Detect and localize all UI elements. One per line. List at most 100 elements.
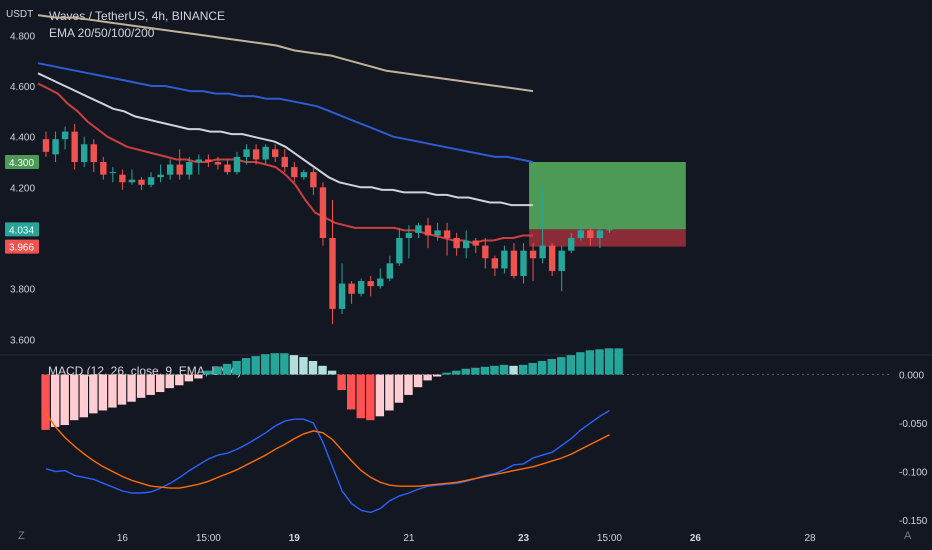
macd-tick-label: -0.150 <box>899 516 928 527</box>
time-tick-label: 21 <box>403 533 415 544</box>
candle-body <box>568 238 575 251</box>
candle-body <box>61 131 69 140</box>
candle-body <box>577 230 584 238</box>
price-label-last <box>5 222 39 237</box>
candle-body <box>300 172 308 178</box>
indicator-label[interactable]: EMA 20/50/100/200 <box>49 26 155 40</box>
macd-tick-label: -0.100 <box>899 468 928 479</box>
candle-body <box>415 225 422 233</box>
macd-histogram-bar <box>194 374 203 379</box>
candle-body <box>157 174 164 178</box>
price-tick-label: 3.800 <box>10 285 35 296</box>
auto-scale-icon[interactable]: A <box>904 530 912 542</box>
time-tick-label: 23 <box>518 533 530 544</box>
price-label-text: 4.300 <box>9 158 34 169</box>
macd-histogram-bar <box>156 374 165 393</box>
time-tick-label: 15:00 <box>597 533 622 544</box>
candle-body <box>405 232 413 238</box>
candle-body <box>329 238 336 309</box>
macd-histogram-bar <box>432 374 442 377</box>
time-tick-label: 26 <box>690 533 702 544</box>
currency-label: USDT <box>6 9 34 20</box>
macd-histogram-bar <box>70 374 79 421</box>
candle-body <box>119 174 126 183</box>
macd-histogram-bar <box>184 374 194 382</box>
macd-histogram-bar <box>308 360 318 375</box>
macd-histogram-bar <box>480 366 490 375</box>
macd-histogram-bar <box>423 374 432 381</box>
macd-histogram-bar <box>98 374 108 411</box>
candle-body <box>482 245 489 259</box>
macd-histogram-bar <box>538 360 547 375</box>
macd-histogram-bar <box>471 367 480 375</box>
macd-histogram-bar <box>375 374 385 417</box>
price-tick-label: 4.600 <box>10 82 35 93</box>
candle-body <box>520 250 527 276</box>
candle-body <box>224 164 231 173</box>
candle-body <box>348 283 355 294</box>
macd-histogram-bar <box>213 366 222 375</box>
macd-histogram-bar <box>347 374 356 410</box>
macd-histogram-bar <box>270 353 279 375</box>
candle-body <box>463 240 470 249</box>
macd-histogram-bar <box>404 374 413 395</box>
candle-body <box>472 240 479 246</box>
candle-body <box>357 281 365 294</box>
macd-histogram-bar <box>499 364 509 375</box>
ema-line-ema100 <box>37 62 534 163</box>
candle-body <box>548 245 556 271</box>
macd-histogram-bar <box>60 374 69 426</box>
candle-body <box>176 164 183 175</box>
candle-body <box>338 283 346 309</box>
macd-histogram-bar <box>557 357 566 375</box>
time-tick-label: 28 <box>804 533 816 544</box>
macd-histogram-bar <box>222 363 232 375</box>
candle-body <box>71 131 78 162</box>
macd-histogram-bar <box>241 358 251 375</box>
candle-body <box>377 278 384 287</box>
candle-body <box>109 172 117 174</box>
macd-histogram-bar <box>146 374 155 395</box>
macd-histogram-bar <box>127 374 136 402</box>
candle-body <box>138 179 145 185</box>
candle-body <box>147 177 155 185</box>
time-tick-label: 16 <box>117 533 129 544</box>
candle-body <box>291 167 298 178</box>
macd-line <box>45 409 610 514</box>
candle-body <box>396 238 403 264</box>
macd-histogram-bar <box>289 355 299 375</box>
price-label-text: 3.966 <box>9 243 34 254</box>
macd-histogram-bar <box>203 370 213 375</box>
macd-histogram-bar <box>165 374 174 389</box>
candle-body <box>310 172 317 188</box>
macd-histogram-bar <box>261 354 270 375</box>
candle-body <box>42 139 50 152</box>
macd-histogram-bar <box>585 350 595 375</box>
macd-histogram-bar <box>385 374 394 411</box>
macd-histogram-bar <box>280 353 289 375</box>
target-zone[interactable] <box>529 162 686 230</box>
candle-body <box>386 263 393 279</box>
ema-line-ema50 <box>37 72 533 207</box>
macd-tick-label: 0.000 <box>899 371 924 382</box>
macd-histogram-bar <box>50 374 60 427</box>
signal-line <box>45 412 610 489</box>
candle-body <box>606 229 613 231</box>
candle-body <box>233 156 241 173</box>
z-icon[interactable]: Z <box>18 530 25 542</box>
macd-histogram-bar <box>136 374 146 398</box>
candle-body <box>90 144 97 162</box>
macd-histogram-bar <box>89 374 98 414</box>
macd-histogram-bar <box>394 374 404 403</box>
price-label-target <box>5 155 39 169</box>
candle-body <box>252 149 260 160</box>
candle-body <box>205 159 212 162</box>
macd-histogram-bar <box>452 370 461 375</box>
candle-body <box>128 179 136 183</box>
macd-histogram-bar <box>299 357 308 375</box>
macd-histogram-bar <box>318 365 327 375</box>
macd-histogram-bar <box>614 348 623 375</box>
macd-histogram-bar <box>175 374 184 386</box>
candle-body <box>262 146 269 160</box>
